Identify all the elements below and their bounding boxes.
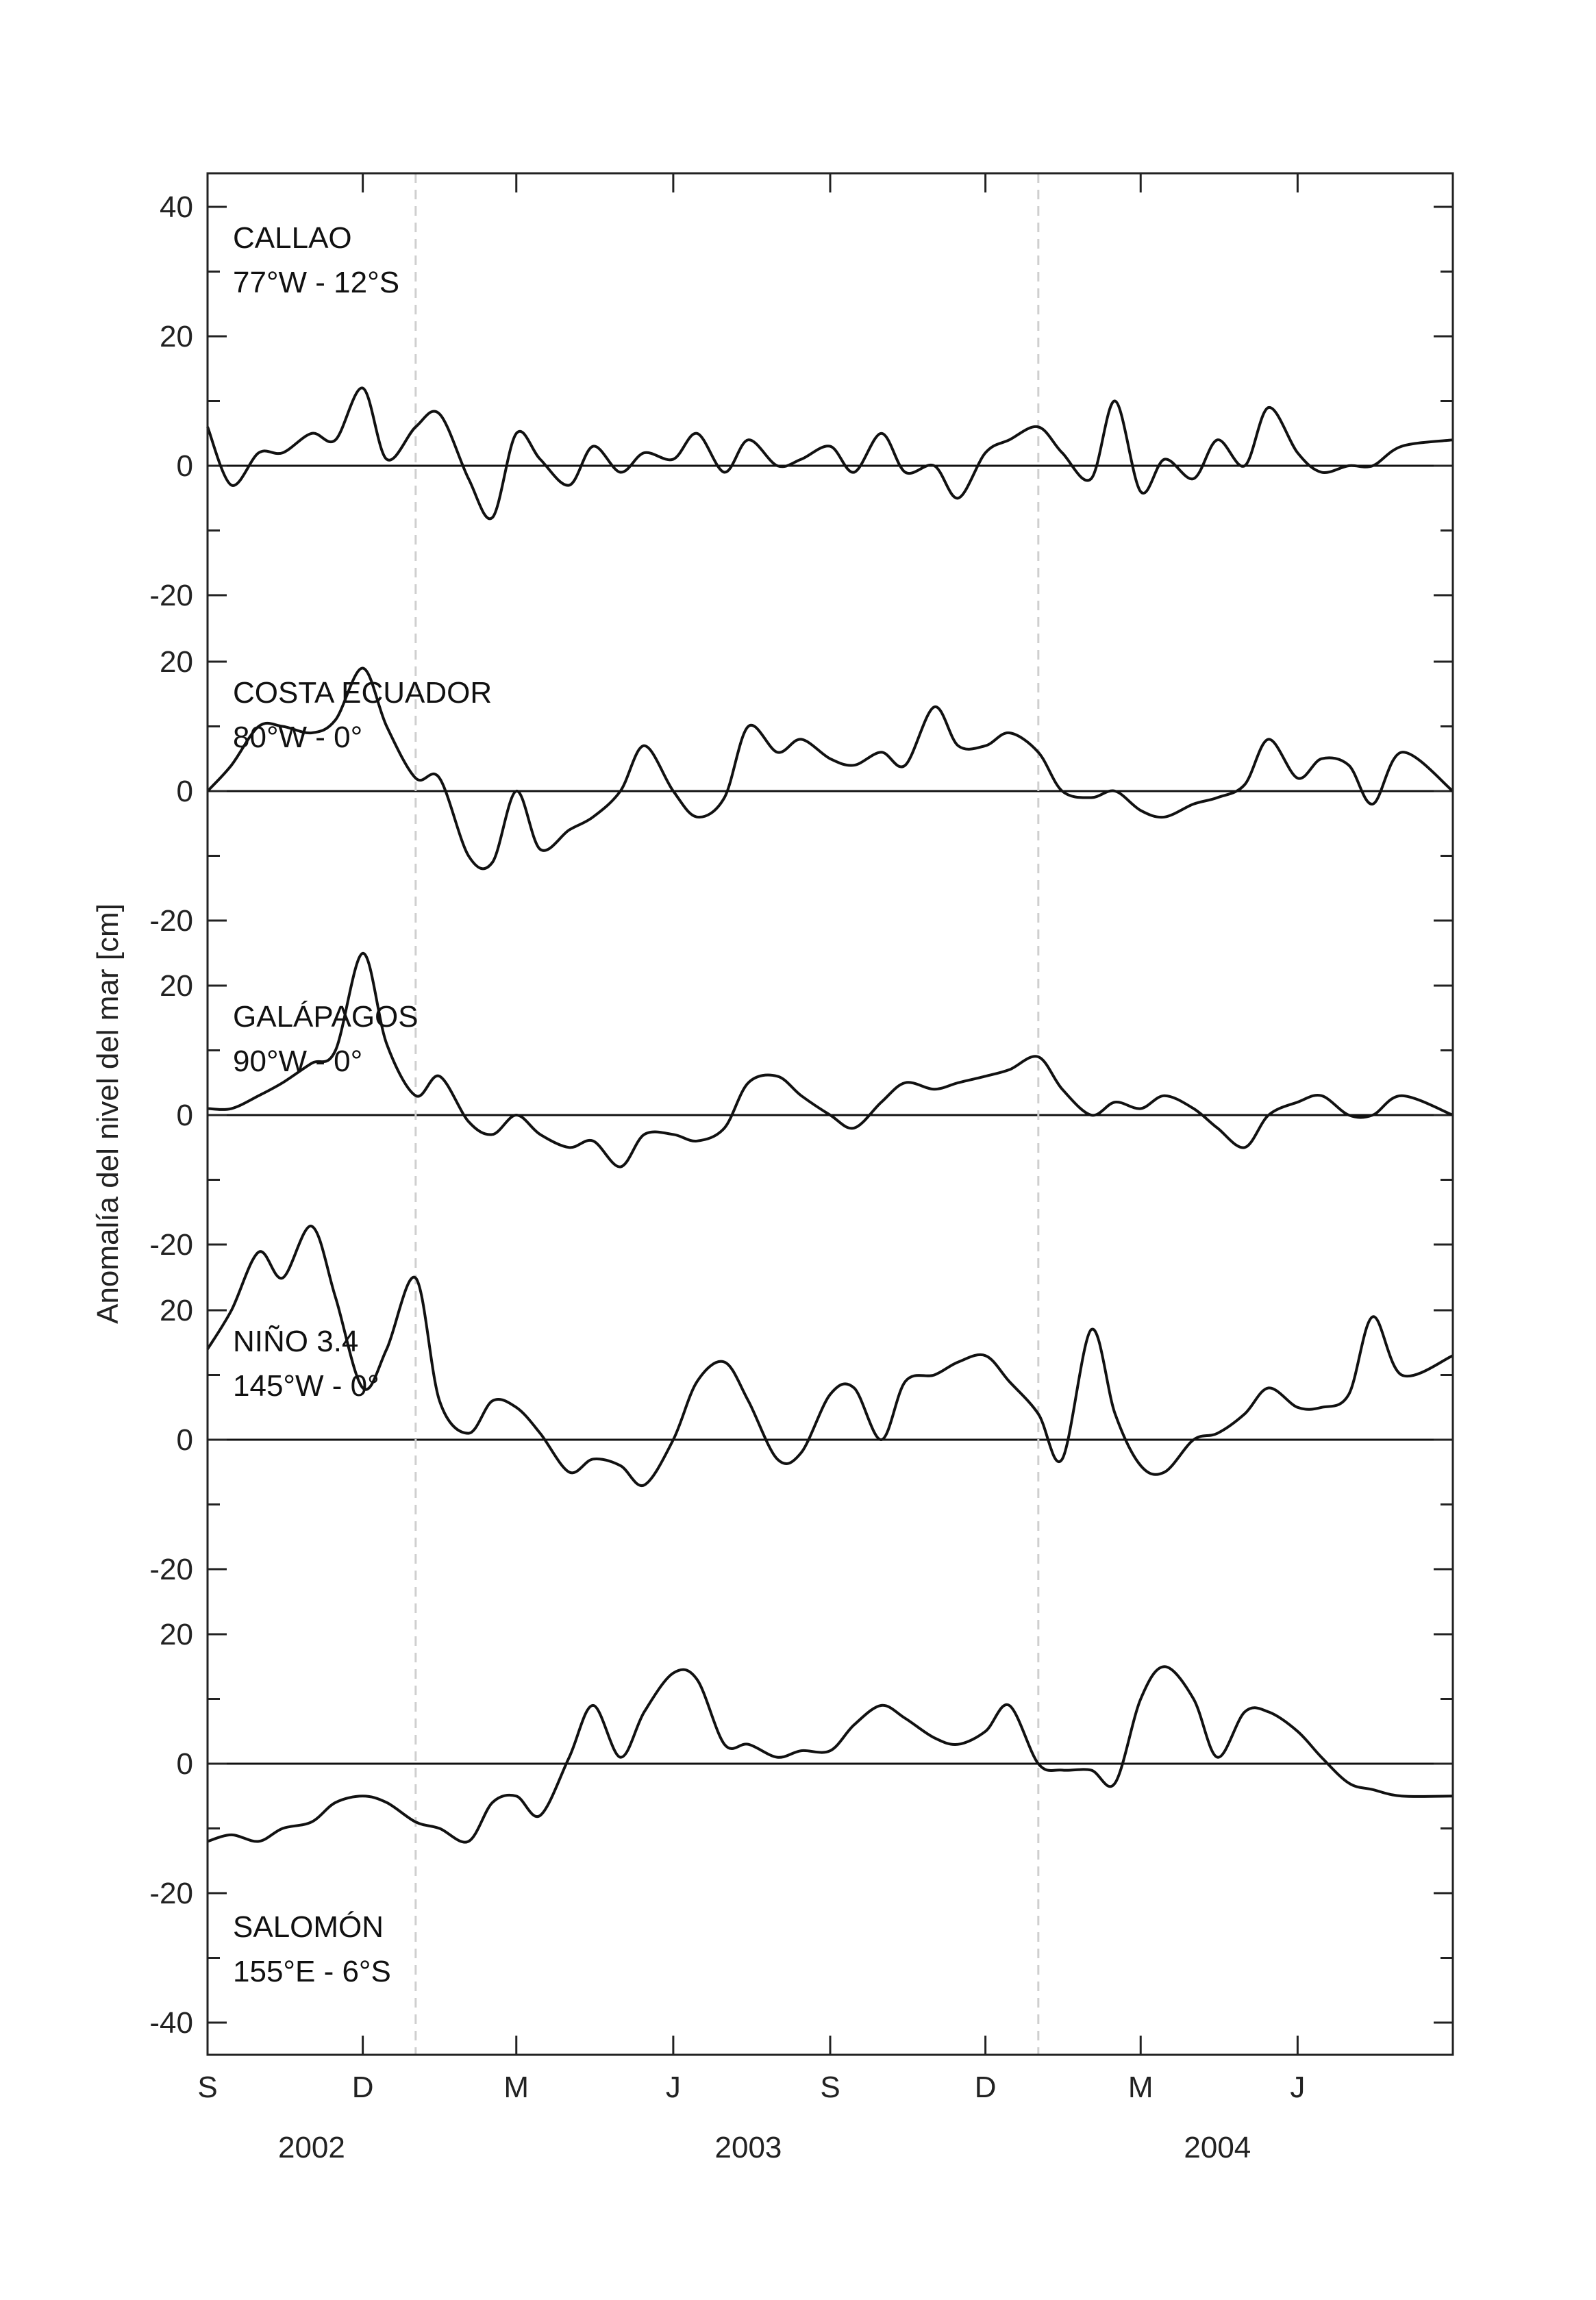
x-tick-label: D (352, 2071, 374, 2104)
y-tick-label: 20 (160, 320, 193, 353)
y-tick-label: 20 (160, 645, 193, 679)
panel-coords: 77°W - 12°S (233, 266, 399, 299)
x-tick-label: S (820, 2071, 840, 2104)
panel-4: 20 0 -20 (149, 1294, 1453, 1586)
panels-layer: 40 20 0 -20 20 0 -20 20 0 -20 20 0 -20 20 0 -20 -40 (149, 190, 1453, 2040)
plot-frame (206, 172, 1454, 2056)
y-tick-label: 0 (177, 449, 193, 483)
series-line-1 (206, 386, 1454, 521)
year-label: 2003 (715, 2131, 782, 2164)
y-tick-label: 20 (160, 1294, 193, 1327)
y-tick-label: 0 (177, 775, 193, 808)
y-tick-label: 40 (160, 190, 193, 224)
panel-labels: CALLAO 77°W - 12°S COSTA ECUADOR 80°W - 0° G… (233, 221, 492, 1988)
series-line-4 (206, 1225, 1454, 1488)
panel-name: CALLAO (233, 221, 352, 255)
panel-name: NIÑO 3.4 (233, 1324, 358, 1358)
y-tick-label: -40 (149, 2006, 193, 2040)
panel-name: COSTA ECUADOR (233, 676, 492, 710)
y-tick-label: 20 (160, 1618, 193, 1651)
x-tick-label: J (666, 2071, 681, 2104)
panel-coords: 80°W - 0° (233, 721, 362, 754)
y-tick-label: -20 (149, 1877, 193, 1910)
series-line-5 (207, 1665, 1454, 1844)
y-tick-label: 0 (177, 1423, 193, 1457)
series-line-2 (206, 666, 1454, 871)
y-tick-label: 0 (177, 1099, 193, 1132)
y-axis-title: Anomalía del nivel del mar [cm] (91, 903, 125, 1324)
year-label: 2002 (278, 2131, 345, 2164)
series-line-3 (207, 951, 1454, 1168)
panel-coords: 90°W - 0° (233, 1045, 362, 1078)
panel-coords: 145°W - 0° (233, 1369, 379, 1403)
y-tick-label: -20 (149, 1553, 193, 1586)
series-layer (206, 386, 1454, 1844)
y-tick-label: -20 (149, 904, 193, 938)
x-tick-label: J (1290, 2071, 1305, 2104)
y-tick-label: -20 (149, 1228, 193, 1262)
panel-name: GALÁPAGOS (233, 1000, 419, 1034)
x-tick-label: D (975, 2071, 997, 2104)
x-tick-label: S (197, 2071, 217, 2104)
y-tick-label: 0 (177, 1747, 193, 1781)
x-tick-label: M (503, 2071, 529, 2104)
panel-5: 20 0 -20 -40 (149, 1618, 1453, 2040)
y-tick-label: 20 (160, 969, 193, 1003)
panel-name: SALOMÓN (233, 1910, 384, 1944)
x-tick-label: M (1128, 2071, 1154, 2104)
y-tick-label: -20 (149, 579, 193, 612)
x-axis: S D M J S D M J 2002 2003 2004 (197, 173, 1305, 2164)
vertical-markers (414, 173, 1040, 2055)
panel-coords: 155°E - 6°S (233, 1955, 391, 1988)
year-label: 2004 (1184, 2131, 1251, 2164)
